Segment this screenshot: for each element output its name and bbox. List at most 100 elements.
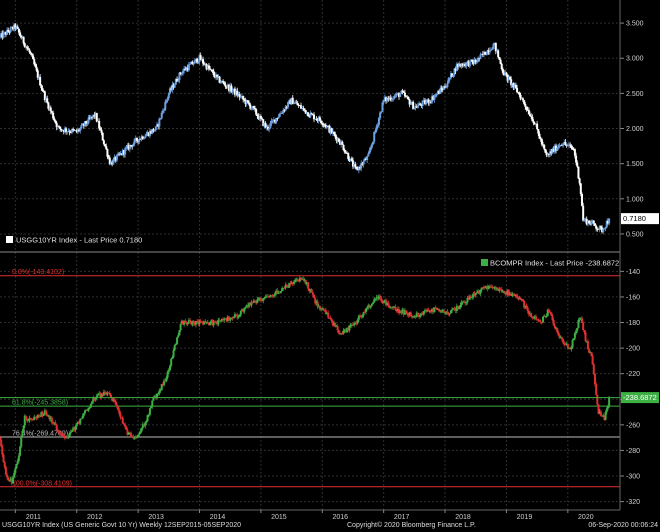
candle-body <box>166 97 169 101</box>
candle <box>447 77 450 84</box>
candle-body <box>569 144 572 146</box>
candle <box>318 115 321 122</box>
candle <box>17 28 20 35</box>
candle-body <box>255 300 258 304</box>
candle-body <box>270 295 273 296</box>
candle <box>568 141 571 149</box>
candle <box>344 149 347 154</box>
candle-body <box>455 306 458 311</box>
candle-body <box>409 312 412 317</box>
candle-body <box>591 220 594 223</box>
candle <box>376 122 379 129</box>
candle <box>336 137 339 144</box>
candle <box>159 117 162 120</box>
candle-body <box>185 322 188 325</box>
candle-body <box>69 431 72 433</box>
candle <box>466 295 469 305</box>
candle-body <box>151 129 154 134</box>
candle <box>74 130 77 131</box>
candle-body <box>48 415 51 420</box>
candle-body <box>305 282 308 285</box>
candle-body <box>440 310 443 312</box>
candle-body <box>160 384 163 391</box>
candle-body <box>517 92 520 94</box>
candle <box>435 92 438 98</box>
candle-body <box>128 432 131 434</box>
candle-body <box>287 285 290 288</box>
candle-body <box>226 316 229 321</box>
candle <box>551 147 554 155</box>
candle <box>500 62 503 71</box>
candle <box>504 291 507 296</box>
candle-body <box>86 123 89 124</box>
candle-body <box>272 119 275 121</box>
candle <box>558 333 561 340</box>
candle <box>314 296 317 306</box>
candle-body <box>203 63 206 65</box>
candle-body <box>514 294 517 297</box>
candle <box>26 416 29 423</box>
candle-body <box>335 326 338 328</box>
candle-body <box>518 298 521 300</box>
candle-body <box>580 193 583 206</box>
candle-body <box>58 431 61 433</box>
candle <box>348 324 351 333</box>
candle <box>511 82 514 89</box>
candle-body <box>375 126 378 131</box>
candle-body <box>83 410 86 414</box>
candle <box>21 35 24 39</box>
candle <box>112 157 115 165</box>
candle <box>433 307 436 313</box>
candle-body <box>250 108 253 109</box>
candle-body <box>355 166 358 169</box>
candle <box>55 121 58 131</box>
candle <box>355 166 358 170</box>
candle <box>150 405 153 409</box>
candle-body <box>426 310 429 312</box>
candle <box>183 320 186 327</box>
candle <box>323 123 326 128</box>
candle-body <box>311 114 314 116</box>
candle-body <box>252 300 255 303</box>
candle-body <box>337 330 340 334</box>
candle <box>88 114 91 120</box>
candle-body <box>23 416 26 426</box>
candle <box>132 434 135 440</box>
candle-body <box>444 86 447 88</box>
candle-body <box>566 145 569 146</box>
candle <box>185 66 188 72</box>
candle-body <box>451 309 454 311</box>
candle <box>28 415 31 424</box>
candle <box>219 320 222 323</box>
candle-body <box>336 138 339 141</box>
candle-body <box>355 322 358 324</box>
candle-body <box>563 342 566 345</box>
candle-body <box>251 302 254 304</box>
candle-body <box>435 94 438 95</box>
candle <box>555 326 558 331</box>
candle-body <box>491 286 494 288</box>
candle-body <box>207 322 210 326</box>
candle-body <box>406 312 409 315</box>
candle-body <box>289 100 292 105</box>
candle-body <box>433 96 436 100</box>
candle-body <box>159 390 162 391</box>
candle <box>578 317 581 323</box>
candle-body <box>0 437 1 440</box>
candle-body <box>242 96 245 100</box>
candle <box>297 279 300 282</box>
candle-body <box>235 90 238 95</box>
candle <box>553 143 556 155</box>
candle-body <box>427 310 430 312</box>
candle-body <box>590 222 593 225</box>
candle-body <box>586 220 589 225</box>
candle <box>438 308 441 313</box>
candle <box>225 317 228 323</box>
candle <box>350 156 353 162</box>
candle <box>380 296 383 303</box>
candle <box>538 319 541 322</box>
candle <box>131 434 134 438</box>
candle-body <box>2 32 5 38</box>
candle-body <box>282 109 285 113</box>
candle-body <box>100 394 103 398</box>
